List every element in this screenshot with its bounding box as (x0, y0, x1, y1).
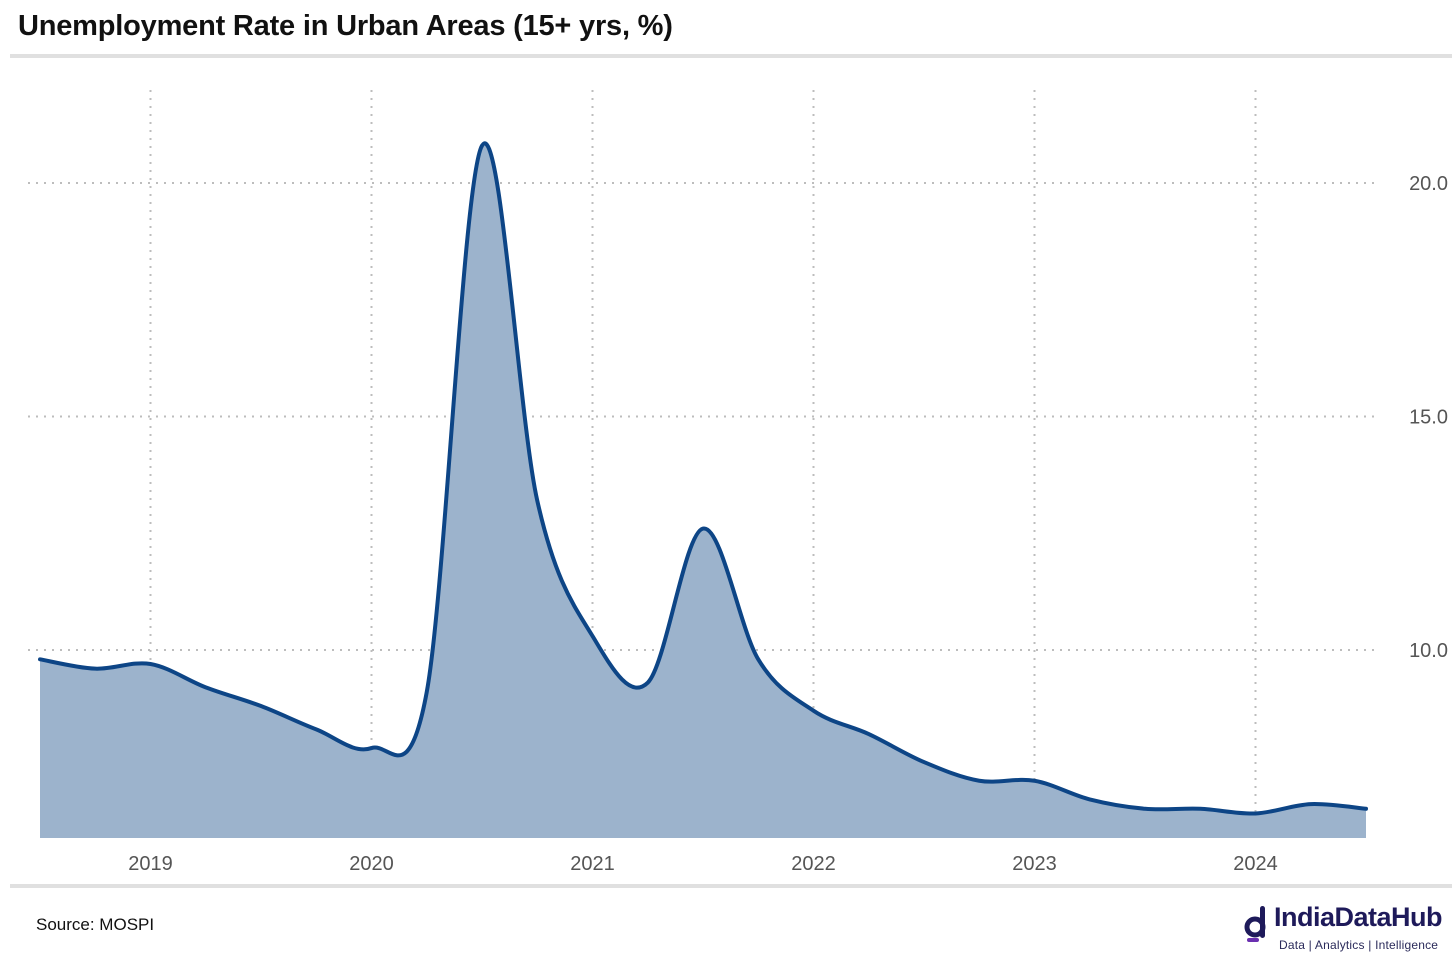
x-tick-label: 2020 (349, 853, 394, 875)
series-line (38, 141, 1368, 816)
x-tick-label: 2021 (570, 853, 615, 875)
y-tick-label: 20.0 (1409, 173, 1448, 195)
bottom-divider (10, 884, 1452, 888)
y-tick-label: 15.0 (1409, 407, 1448, 429)
top-divider (10, 54, 1452, 58)
x-tick-label: 2019 (128, 853, 173, 875)
x-tick-label: 2022 (791, 853, 836, 875)
y-axis-ticks: 10.0 15.0 20.0 (1409, 173, 1448, 662)
logo-tagline: Data | Analytics | Intelligence (1279, 938, 1439, 952)
x-tick-label: 2024 (1233, 853, 1278, 875)
logo-icon (1244, 906, 1266, 942)
source-note: Source: MOSPI (36, 915, 155, 934)
chart-title: Unemployment Rate in Urban Areas (15+ yr… (18, 10, 673, 42)
brand-logo: IndiaDataHub Data | Analytics | Intellig… (1238, 902, 1450, 960)
y-tick-label: 10.0 (1409, 640, 1448, 662)
area-series (38, 141, 1368, 838)
logo-name: IndiaDataHub (1274, 902, 1443, 932)
area-chart: 2019 2020 2021 2022 2023 2024 10.0 15.0 20.0 (28, 90, 1448, 875)
x-axis-ticks: 2019 2020 2021 2022 2023 2024 (128, 853, 1278, 875)
x-tick-label: 2023 (1012, 853, 1057, 875)
area-fill (40, 143, 1366, 838)
